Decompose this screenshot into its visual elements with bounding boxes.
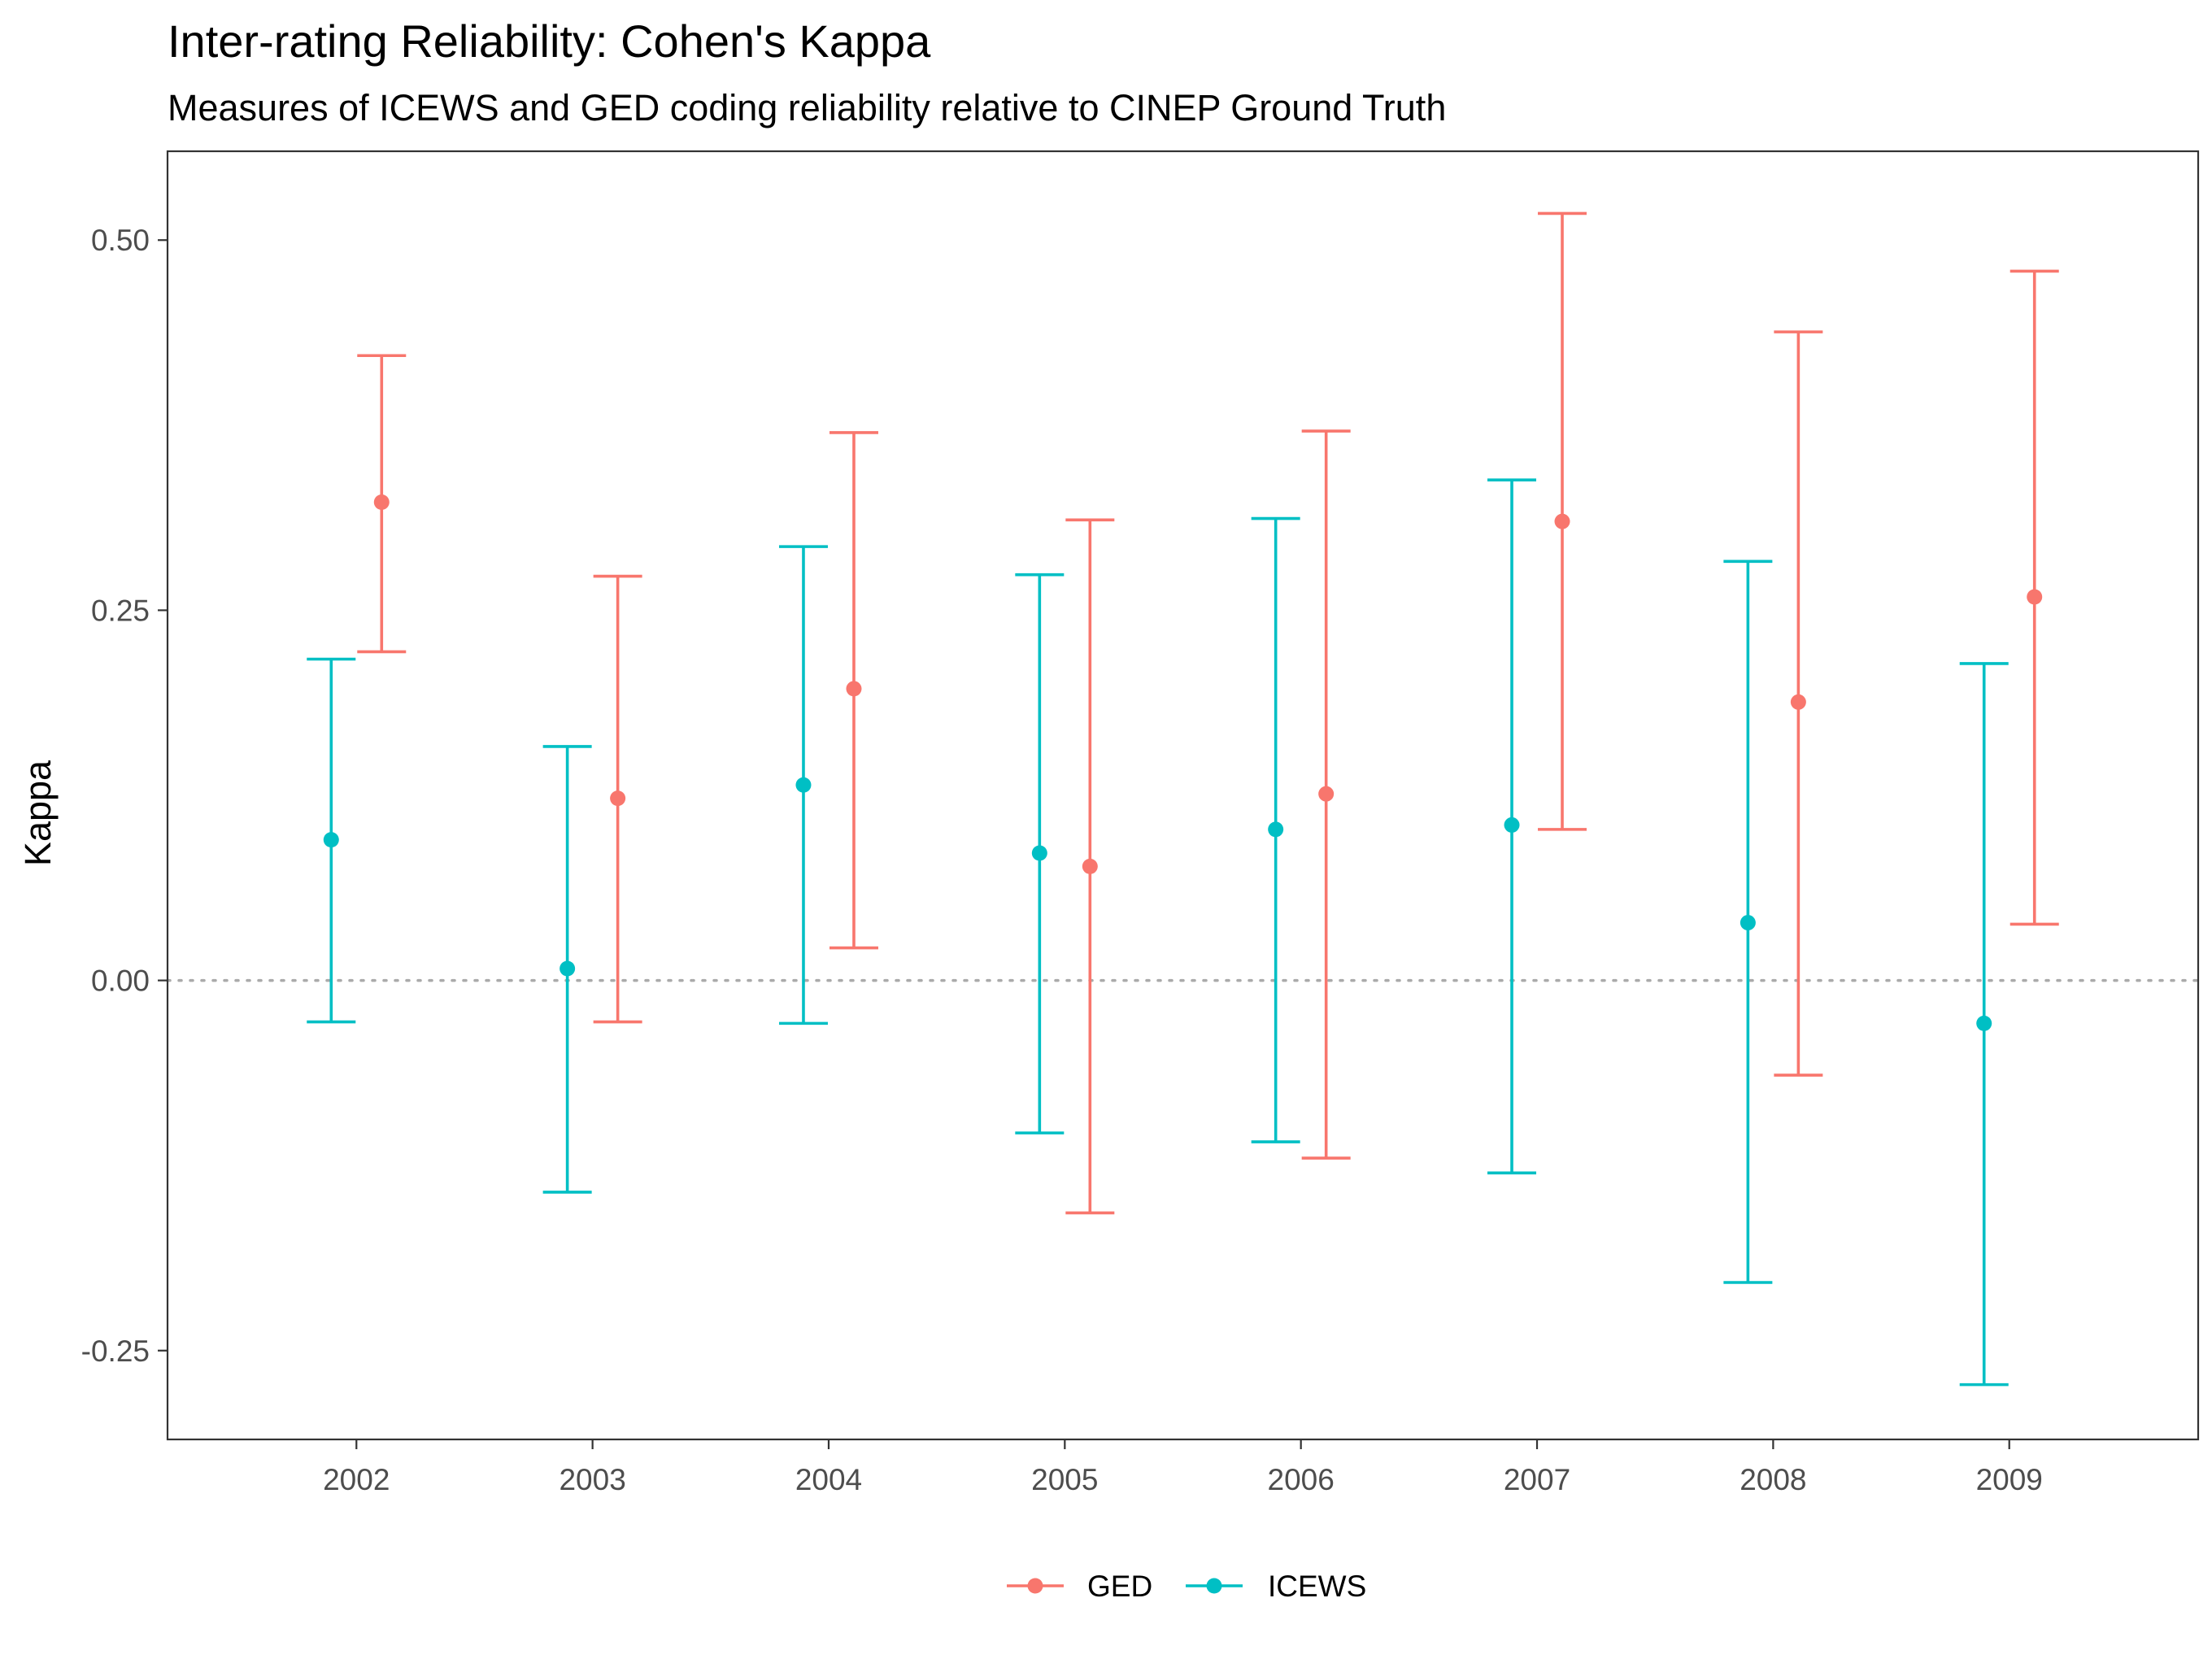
point-icews bbox=[323, 832, 339, 848]
x-tick-label: 2005 bbox=[1031, 1463, 1098, 1496]
series-ged bbox=[357, 211, 2059, 1215]
point-ged bbox=[610, 790, 626, 807]
plot-area bbox=[166, 211, 2200, 1387]
point-ged bbox=[846, 681, 862, 697]
x-tick-label: 2009 bbox=[1976, 1463, 2043, 1496]
legend-key-point bbox=[1027, 1578, 1043, 1594]
x-tick-label: 2003 bbox=[559, 1463, 625, 1496]
y-tick-label: 0.50 bbox=[91, 224, 150, 257]
chart-title: Inter-rating Reliability: Cohen's Kappa bbox=[168, 15, 931, 67]
y-axis-title: Kappa bbox=[17, 760, 59, 866]
point-ged bbox=[1554, 513, 1570, 529]
x-tick-label: 2004 bbox=[795, 1463, 862, 1496]
series-icews bbox=[307, 478, 2009, 1387]
point-ged bbox=[1790, 694, 1806, 710]
point-ged bbox=[373, 494, 390, 511]
point-ged bbox=[1082, 858, 1098, 874]
point-icews bbox=[1740, 915, 1756, 931]
y-tick-label: 0.00 bbox=[91, 964, 150, 998]
point-icews bbox=[795, 777, 812, 793]
axes: -0.25 0.00 0.25 0.50 2002 2003 2004 2005 2006 200… bbox=[81, 150, 2200, 1496]
legend-label: ICEWS bbox=[1268, 1570, 1366, 1603]
legend-item-ged: GED bbox=[1007, 1570, 1152, 1603]
point-icews bbox=[1504, 816, 1520, 833]
y-tick-label: 0.25 bbox=[91, 594, 150, 627]
point-icews bbox=[1031, 845, 1047, 861]
x-tick-label: 2007 bbox=[1504, 1463, 1570, 1496]
legend-key-point bbox=[1206, 1578, 1222, 1594]
legend-item-icews: ICEWS bbox=[1186, 1570, 1366, 1603]
legend: GED ICEWS bbox=[1007, 1570, 1366, 1603]
point-ged bbox=[2027, 589, 2043, 605]
legend-label: GED bbox=[1087, 1570, 1152, 1603]
point-icews bbox=[560, 960, 576, 977]
x-tick-label: 2002 bbox=[323, 1463, 390, 1496]
chart-subtitle: Measures of ICEWS and GED coding reliabi… bbox=[168, 87, 1446, 128]
x-tick-label: 2008 bbox=[1740, 1463, 1806, 1496]
point-ged bbox=[1318, 786, 1335, 802]
point-icews bbox=[1268, 821, 1284, 838]
point-icews bbox=[1976, 1015, 1992, 1031]
y-tick-label: -0.25 bbox=[81, 1335, 150, 1368]
x-tick-label: 2006 bbox=[1268, 1463, 1335, 1496]
panel-border bbox=[166, 150, 2200, 1441]
